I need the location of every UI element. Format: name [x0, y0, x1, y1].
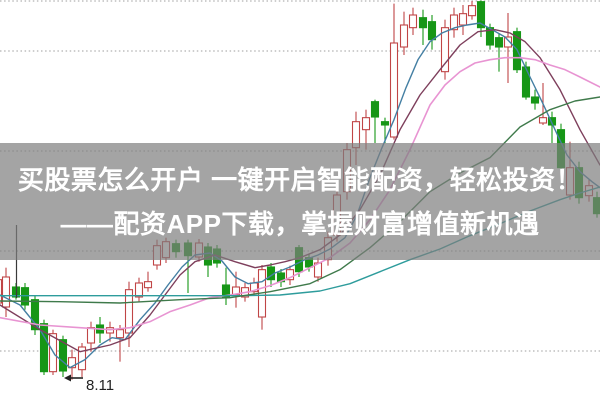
candle-up [538, 117, 548, 124]
candle-down [547, 117, 557, 126]
candle-up [449, 14, 459, 31]
promo-banner: 买股票怎么开户 一键开启智能配资，轻松投资！ ——配资APP下载，掌握财富增值新… [0, 143, 600, 260]
candle-up [67, 357, 77, 369]
candle-up [467, 5, 477, 17]
candle-up [285, 269, 295, 281]
candle-up [389, 42, 399, 138]
candle-down [380, 121, 390, 126]
candle-down [418, 17, 428, 29]
candle-down [39, 323, 49, 373]
candle-up [399, 24, 409, 48]
candle-down [530, 96, 540, 104]
low-arrow-head [64, 374, 71, 382]
candle-up [1, 276, 11, 308]
candle-up [134, 282, 144, 298]
candle-up [503, 36, 513, 48]
candle-up [408, 14, 418, 29]
candle-up [124, 289, 134, 334]
candle-down [58, 339, 68, 372]
promo-banner-line2: ——配资APP下载，掌握财富增值新机遇 [60, 208, 540, 239]
candle-up [440, 27, 450, 73]
candle-up [115, 329, 125, 339]
candle-up [0, 279, 3, 304]
candle-down [427, 21, 437, 41]
candle-down [370, 101, 380, 118]
candle-up [361, 117, 371, 131]
candle-up [143, 281, 153, 289]
candle-up [86, 327, 96, 344]
candle-up [458, 13, 468, 26]
candle-down [485, 27, 495, 46]
candle-down [494, 37, 504, 48]
low-price-label: 8.11 [86, 377, 114, 394]
candle-down [521, 66, 531, 98]
candle-down [476, 1, 486, 29]
promo-banner-line1: 买股票怎么开户 一键开启智能配资，轻松投资！ [17, 164, 583, 195]
candle-down [30, 299, 40, 331]
